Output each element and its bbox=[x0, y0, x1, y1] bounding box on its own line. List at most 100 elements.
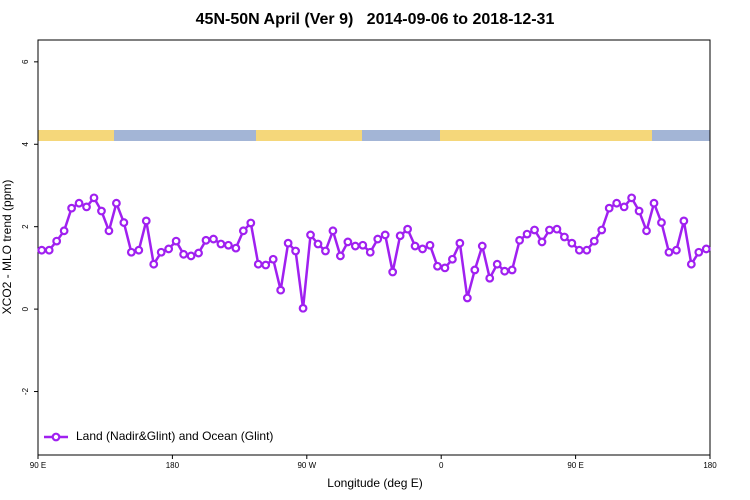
data-point bbox=[149, 259, 159, 269]
data-point bbox=[507, 265, 517, 275]
data-point bbox=[672, 245, 681, 255]
y-axis-label: XCO2 - MLO trend (ppm) bbox=[0, 180, 14, 315]
data-point bbox=[306, 230, 315, 240]
data-point bbox=[589, 236, 599, 246]
y-tick-label: 6 bbox=[21, 59, 30, 64]
y-tick-label: -2 bbox=[21, 387, 30, 395]
land-ocean-strip bbox=[38, 130, 710, 141]
data-point bbox=[373, 234, 383, 244]
legend-label: Land (Nadir&Glint) and Ocean (Glint) bbox=[76, 429, 273, 443]
data-point bbox=[634, 206, 644, 216]
data-point bbox=[209, 234, 218, 244]
data-point bbox=[104, 226, 114, 236]
data-point bbox=[597, 225, 607, 235]
data-point bbox=[455, 238, 465, 248]
data-point bbox=[141, 216, 151, 226]
data-point bbox=[679, 216, 689, 226]
data-point bbox=[268, 254, 278, 264]
data-point bbox=[500, 266, 510, 276]
data-point bbox=[403, 224, 413, 234]
data-point bbox=[52, 236, 62, 246]
x-tick-label: 0 bbox=[439, 461, 444, 470]
x-tick-label: 90 E bbox=[30, 461, 46, 470]
data-point bbox=[440, 263, 450, 273]
data-point bbox=[164, 244, 174, 254]
data-point bbox=[298, 303, 308, 313]
land-band bbox=[38, 130, 114, 141]
data-point bbox=[657, 218, 666, 227]
x-tick-label: 90 E bbox=[567, 461, 583, 470]
data-point bbox=[462, 293, 472, 303]
data-point bbox=[425, 240, 435, 250]
data-point bbox=[365, 247, 375, 257]
data-point bbox=[328, 226, 338, 236]
data-point bbox=[388, 267, 398, 277]
data-point bbox=[448, 254, 457, 264]
data-point bbox=[59, 226, 69, 236]
data-point bbox=[582, 245, 592, 255]
legend-marker bbox=[51, 432, 61, 442]
data-point bbox=[253, 259, 263, 269]
data-point bbox=[515, 235, 524, 245]
data-point bbox=[664, 247, 674, 257]
data-point bbox=[82, 202, 91, 212]
data-point bbox=[291, 246, 301, 256]
data-point bbox=[485, 273, 495, 283]
data-point bbox=[44, 245, 54, 255]
data-point bbox=[627, 193, 636, 203]
data-point bbox=[433, 261, 442, 271]
data-point bbox=[111, 198, 121, 208]
data-point bbox=[642, 226, 651, 236]
y-tick-label: 0 bbox=[21, 306, 30, 311]
data-point bbox=[156, 247, 166, 257]
data-point bbox=[134, 245, 144, 255]
data-point bbox=[74, 198, 84, 208]
data-point bbox=[545, 225, 554, 235]
data-point bbox=[238, 226, 248, 236]
data-point bbox=[194, 248, 203, 258]
data-point bbox=[604, 203, 614, 213]
y-tick-label: 4 bbox=[21, 141, 30, 146]
data-point bbox=[686, 259, 696, 269]
chart-title: 45N-50N April (Ver 9) 2014-09-06 to 2018… bbox=[196, 11, 555, 28]
data-point bbox=[179, 249, 189, 259]
data-point bbox=[283, 238, 293, 248]
data-point bbox=[612, 198, 622, 208]
data-point bbox=[67, 203, 76, 213]
data-point bbox=[395, 231, 405, 241]
land-band bbox=[256, 130, 362, 141]
data-point bbox=[694, 247, 704, 257]
data-point bbox=[552, 224, 562, 234]
data-point bbox=[336, 251, 345, 261]
data-point bbox=[560, 232, 569, 242]
data-point bbox=[343, 237, 353, 247]
data-point bbox=[201, 235, 211, 245]
data-point bbox=[126, 247, 136, 257]
data-point bbox=[522, 229, 532, 239]
data-point bbox=[418, 244, 427, 254]
data-point bbox=[649, 198, 659, 208]
data-point bbox=[537, 237, 547, 247]
x-tick-label: 90 W bbox=[297, 461, 316, 470]
y-tick-label: 2 bbox=[21, 224, 30, 229]
data-point bbox=[313, 239, 323, 249]
x-tick-label: 180 bbox=[166, 461, 180, 470]
data-point bbox=[216, 239, 226, 249]
data-point bbox=[119, 218, 129, 227]
data-point bbox=[171, 236, 181, 246]
x-axis-label: Longitude (deg E) bbox=[327, 476, 422, 490]
x-tick-label: 180 bbox=[703, 461, 717, 470]
data-point bbox=[97, 206, 106, 216]
ocean-band bbox=[38, 130, 710, 141]
data-point bbox=[477, 241, 487, 251]
data-point bbox=[186, 251, 196, 261]
data-point bbox=[492, 259, 502, 269]
data-point bbox=[567, 238, 577, 248]
data-point bbox=[350, 241, 360, 251]
data-point bbox=[701, 244, 711, 254]
data-point bbox=[321, 246, 330, 256]
data-point bbox=[530, 225, 539, 235]
data-point bbox=[246, 218, 256, 228]
land-band bbox=[440, 130, 652, 141]
